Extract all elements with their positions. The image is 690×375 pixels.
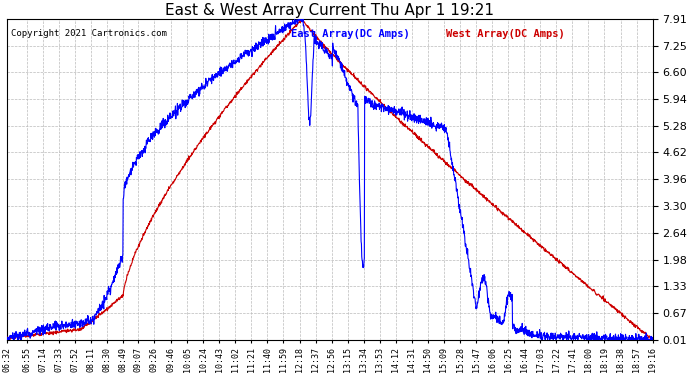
Text: West Array(DC Amps): West Array(DC Amps) [446, 28, 565, 39]
Text: Copyright 2021 Cartronics.com: Copyright 2021 Cartronics.com [10, 28, 166, 38]
Title: East & West Array Current Thu Apr 1 19:21: East & West Array Current Thu Apr 1 19:2… [166, 3, 495, 18]
Text: East Array(DC Amps): East Array(DC Amps) [291, 28, 410, 39]
